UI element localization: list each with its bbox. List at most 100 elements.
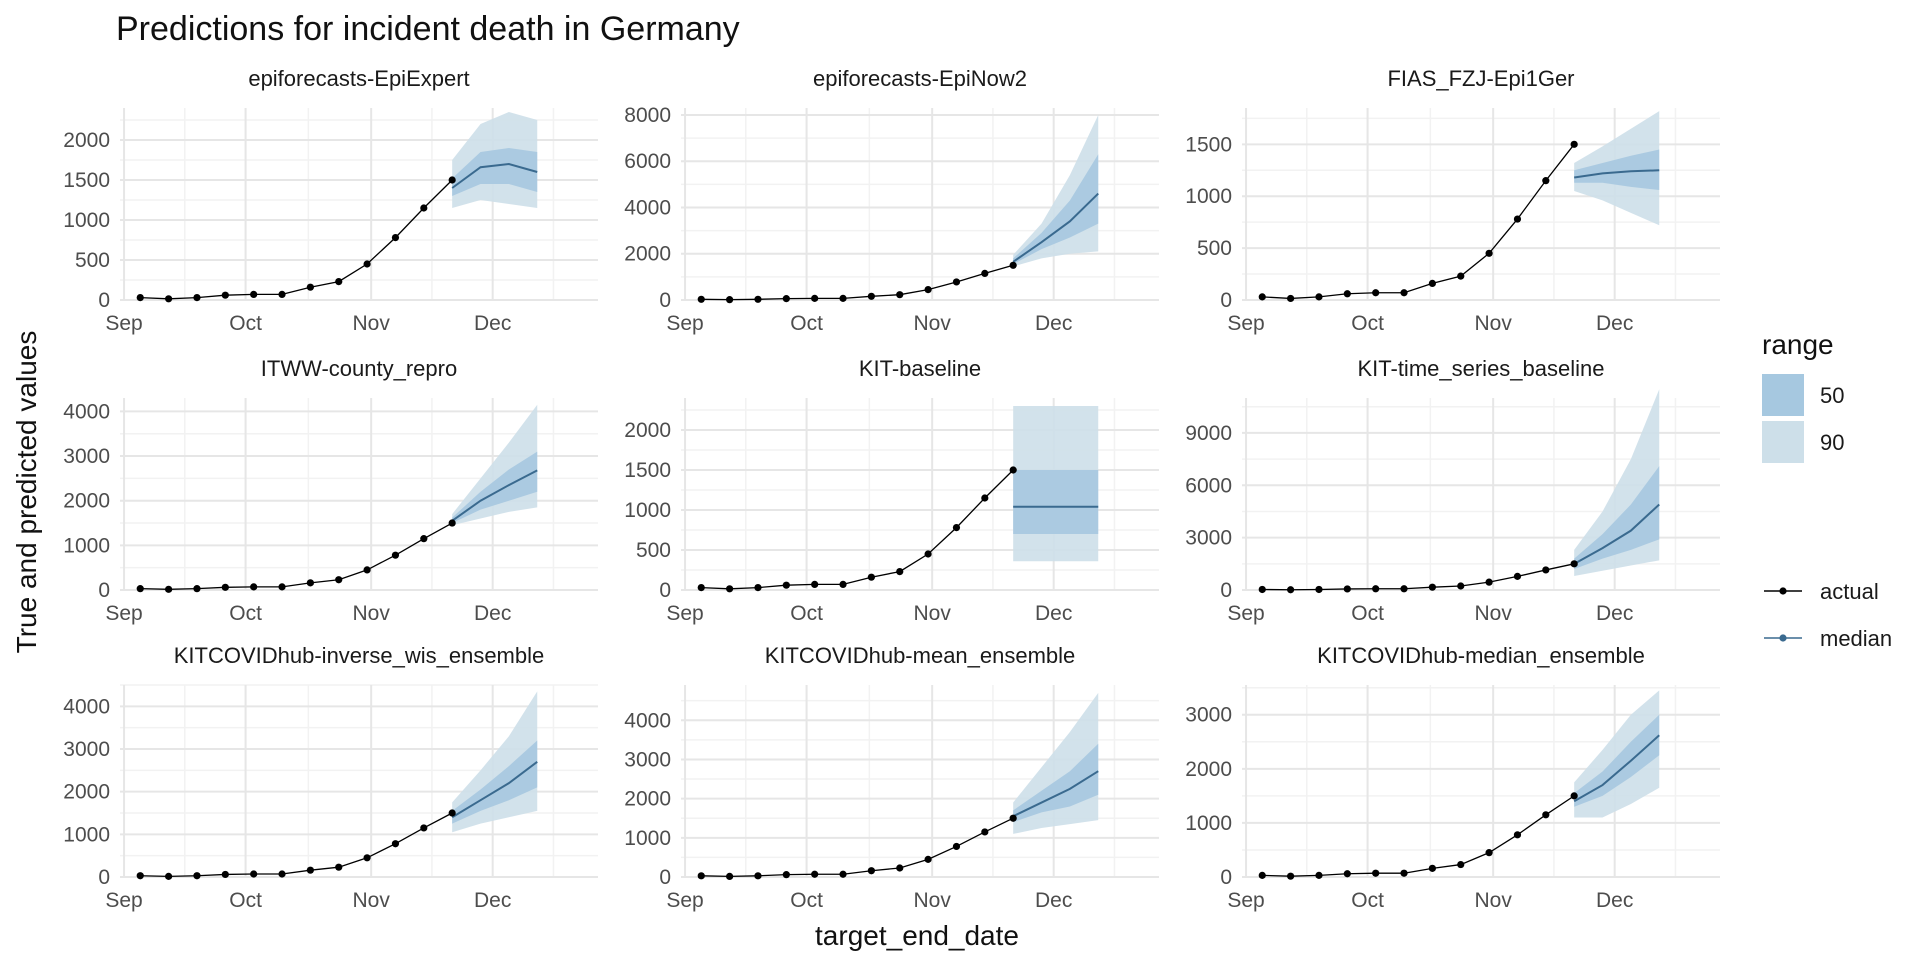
actual-point — [136, 585, 144, 593]
actual-point — [1372, 289, 1380, 297]
x-tick-label: Nov — [913, 312, 951, 335]
actual-point — [782, 871, 790, 879]
panel-2: FIAS_FZJ-Epi1Ger 0 500 1000 1500 Sep Oct Nov Dec — [1185, 66, 1720, 335]
x-tick-label: Oct — [1351, 312, 1384, 335]
median-line — [1574, 169, 1660, 179]
x-tick-label: Nov — [352, 312, 390, 335]
y-tick-label: 0 — [1220, 866, 1232, 889]
actual-point — [1315, 871, 1323, 879]
band-50 — [1574, 149, 1660, 190]
actual-point — [839, 580, 847, 589]
y-tick-label: 1000 — [1185, 812, 1232, 835]
x-tick-label: Nov — [352, 602, 390, 625]
legend-point-actual — [1779, 587, 1787, 595]
y-tick-label: 1500 — [1185, 133, 1232, 156]
actual-line — [140, 812, 453, 878]
actual-point — [924, 550, 932, 558]
y-tick-label: 1000 — [1185, 185, 1232, 208]
x-tick-label: Sep — [105, 602, 142, 625]
legend-label-actual: actual — [1820, 579, 1879, 604]
actual-point — [391, 551, 400, 559]
actual-point — [1485, 849, 1493, 857]
x-tick-label: Dec — [474, 312, 511, 335]
panel-0: epiforecasts-EpiExpert 0 500 1000 1500 2000 Se… — [63, 66, 598, 335]
actual-point — [697, 295, 705, 303]
panel-6: KITCOVIDhub-inverse_wis_ensemble 0 1000 200… — [63, 643, 598, 912]
x-tick-label: Sep — [105, 889, 142, 912]
actual-point — [1343, 290, 1351, 298]
actual-point — [981, 494, 989, 502]
panel-1: epiforecasts-EpiNow2 0 2000 4000 6000 8000 Sep… — [624, 66, 1159, 335]
legend-point-median — [1779, 634, 1787, 642]
x-tick-label: Sep — [1227, 312, 1264, 335]
actual-point — [221, 291, 229, 299]
band-50 — [1574, 466, 1660, 570]
y-tick-label: 2000 — [1185, 758, 1232, 781]
actual-point — [278, 583, 286, 591]
x-tick-label: Dec — [1596, 312, 1633, 335]
actual-line — [1262, 563, 1575, 591]
panel-8: KITCOVIDhub-median_ensemble 0 1000 2000 3000… — [1185, 643, 1720, 912]
legend-label-50: 50 — [1820, 383, 1844, 408]
y-tick-label: 3000 — [624, 748, 671, 771]
panels: epiforecasts-EpiExpert 0 500 1000 1500 2000 Se… — [63, 66, 1720, 912]
y-tick-label: 4000 — [63, 400, 110, 423]
panel-3: ITWW-county_repro 0 1000 2000 3000 4000 Sep Oct… — [63, 356, 598, 625]
actual-point — [1343, 585, 1351, 593]
actual-point — [1009, 261, 1017, 269]
x-tick-label: Dec — [474, 602, 511, 625]
actual-point — [193, 585, 201, 593]
y-tick-label: 1000 — [624, 499, 671, 522]
actual-point — [1287, 294, 1295, 303]
x-tick-label: Oct — [229, 312, 262, 335]
actual-point — [363, 260, 371, 268]
actual-point — [1570, 792, 1578, 800]
panel-7: KITCOVIDhub-mean_ensemble 0 1000 2000 3000 40… — [624, 643, 1159, 912]
x-tick-label: Oct — [1351, 889, 1384, 912]
actual-point — [136, 294, 144, 302]
actual-point — [306, 579, 314, 587]
actual-point — [335, 863, 343, 871]
panel-title: KITCOVIDhub-median_ensemble — [1317, 643, 1645, 668]
actual-point — [1513, 572, 1522, 580]
actual-point — [1009, 814, 1017, 822]
actual-point — [867, 573, 875, 581]
x-tick-label: Dec — [1035, 889, 1072, 912]
actual-point — [896, 291, 904, 299]
y-tick-label: 4000 — [624, 709, 671, 732]
legend-range-title: range — [1762, 329, 1834, 360]
actual-point — [896, 568, 904, 576]
panel-title: epiforecasts-EpiExpert — [248, 66, 469, 91]
actual-point — [165, 585, 173, 593]
y-tick-label: 2000 — [63, 129, 110, 152]
legend-label-median: median — [1820, 626, 1892, 651]
actual-point — [1343, 870, 1351, 878]
actual-point — [1400, 585, 1408, 593]
median-line — [451, 761, 538, 819]
actual-point — [278, 870, 286, 878]
actual-point — [250, 583, 258, 591]
actual-line — [140, 179, 453, 300]
y-tick-label: 1000 — [63, 209, 110, 232]
legend: range 50 90 actual median — [1762, 329, 1892, 651]
actual-point — [363, 566, 371, 574]
actual-point — [1570, 140, 1578, 148]
median-line — [1012, 192, 1099, 263]
actual-point — [811, 580, 819, 589]
actual-point — [924, 855, 932, 863]
actual-point — [250, 290, 258, 298]
actual-point — [782, 295, 790, 303]
x-tick-label: Dec — [1596, 889, 1633, 912]
actual-point — [1513, 831, 1522, 839]
y-tick-label: 0 — [98, 289, 110, 312]
y-tick-label: 2000 — [624, 243, 671, 266]
actual-point — [1457, 272, 1465, 280]
y-tick-label: 1500 — [624, 459, 671, 482]
actual-point — [1315, 585, 1323, 594]
actual-point — [896, 864, 904, 872]
actual-point — [391, 234, 400, 242]
actual-point — [420, 535, 428, 543]
actual-point — [1457, 860, 1465, 869]
x-tick-label: Sep — [1227, 602, 1264, 625]
